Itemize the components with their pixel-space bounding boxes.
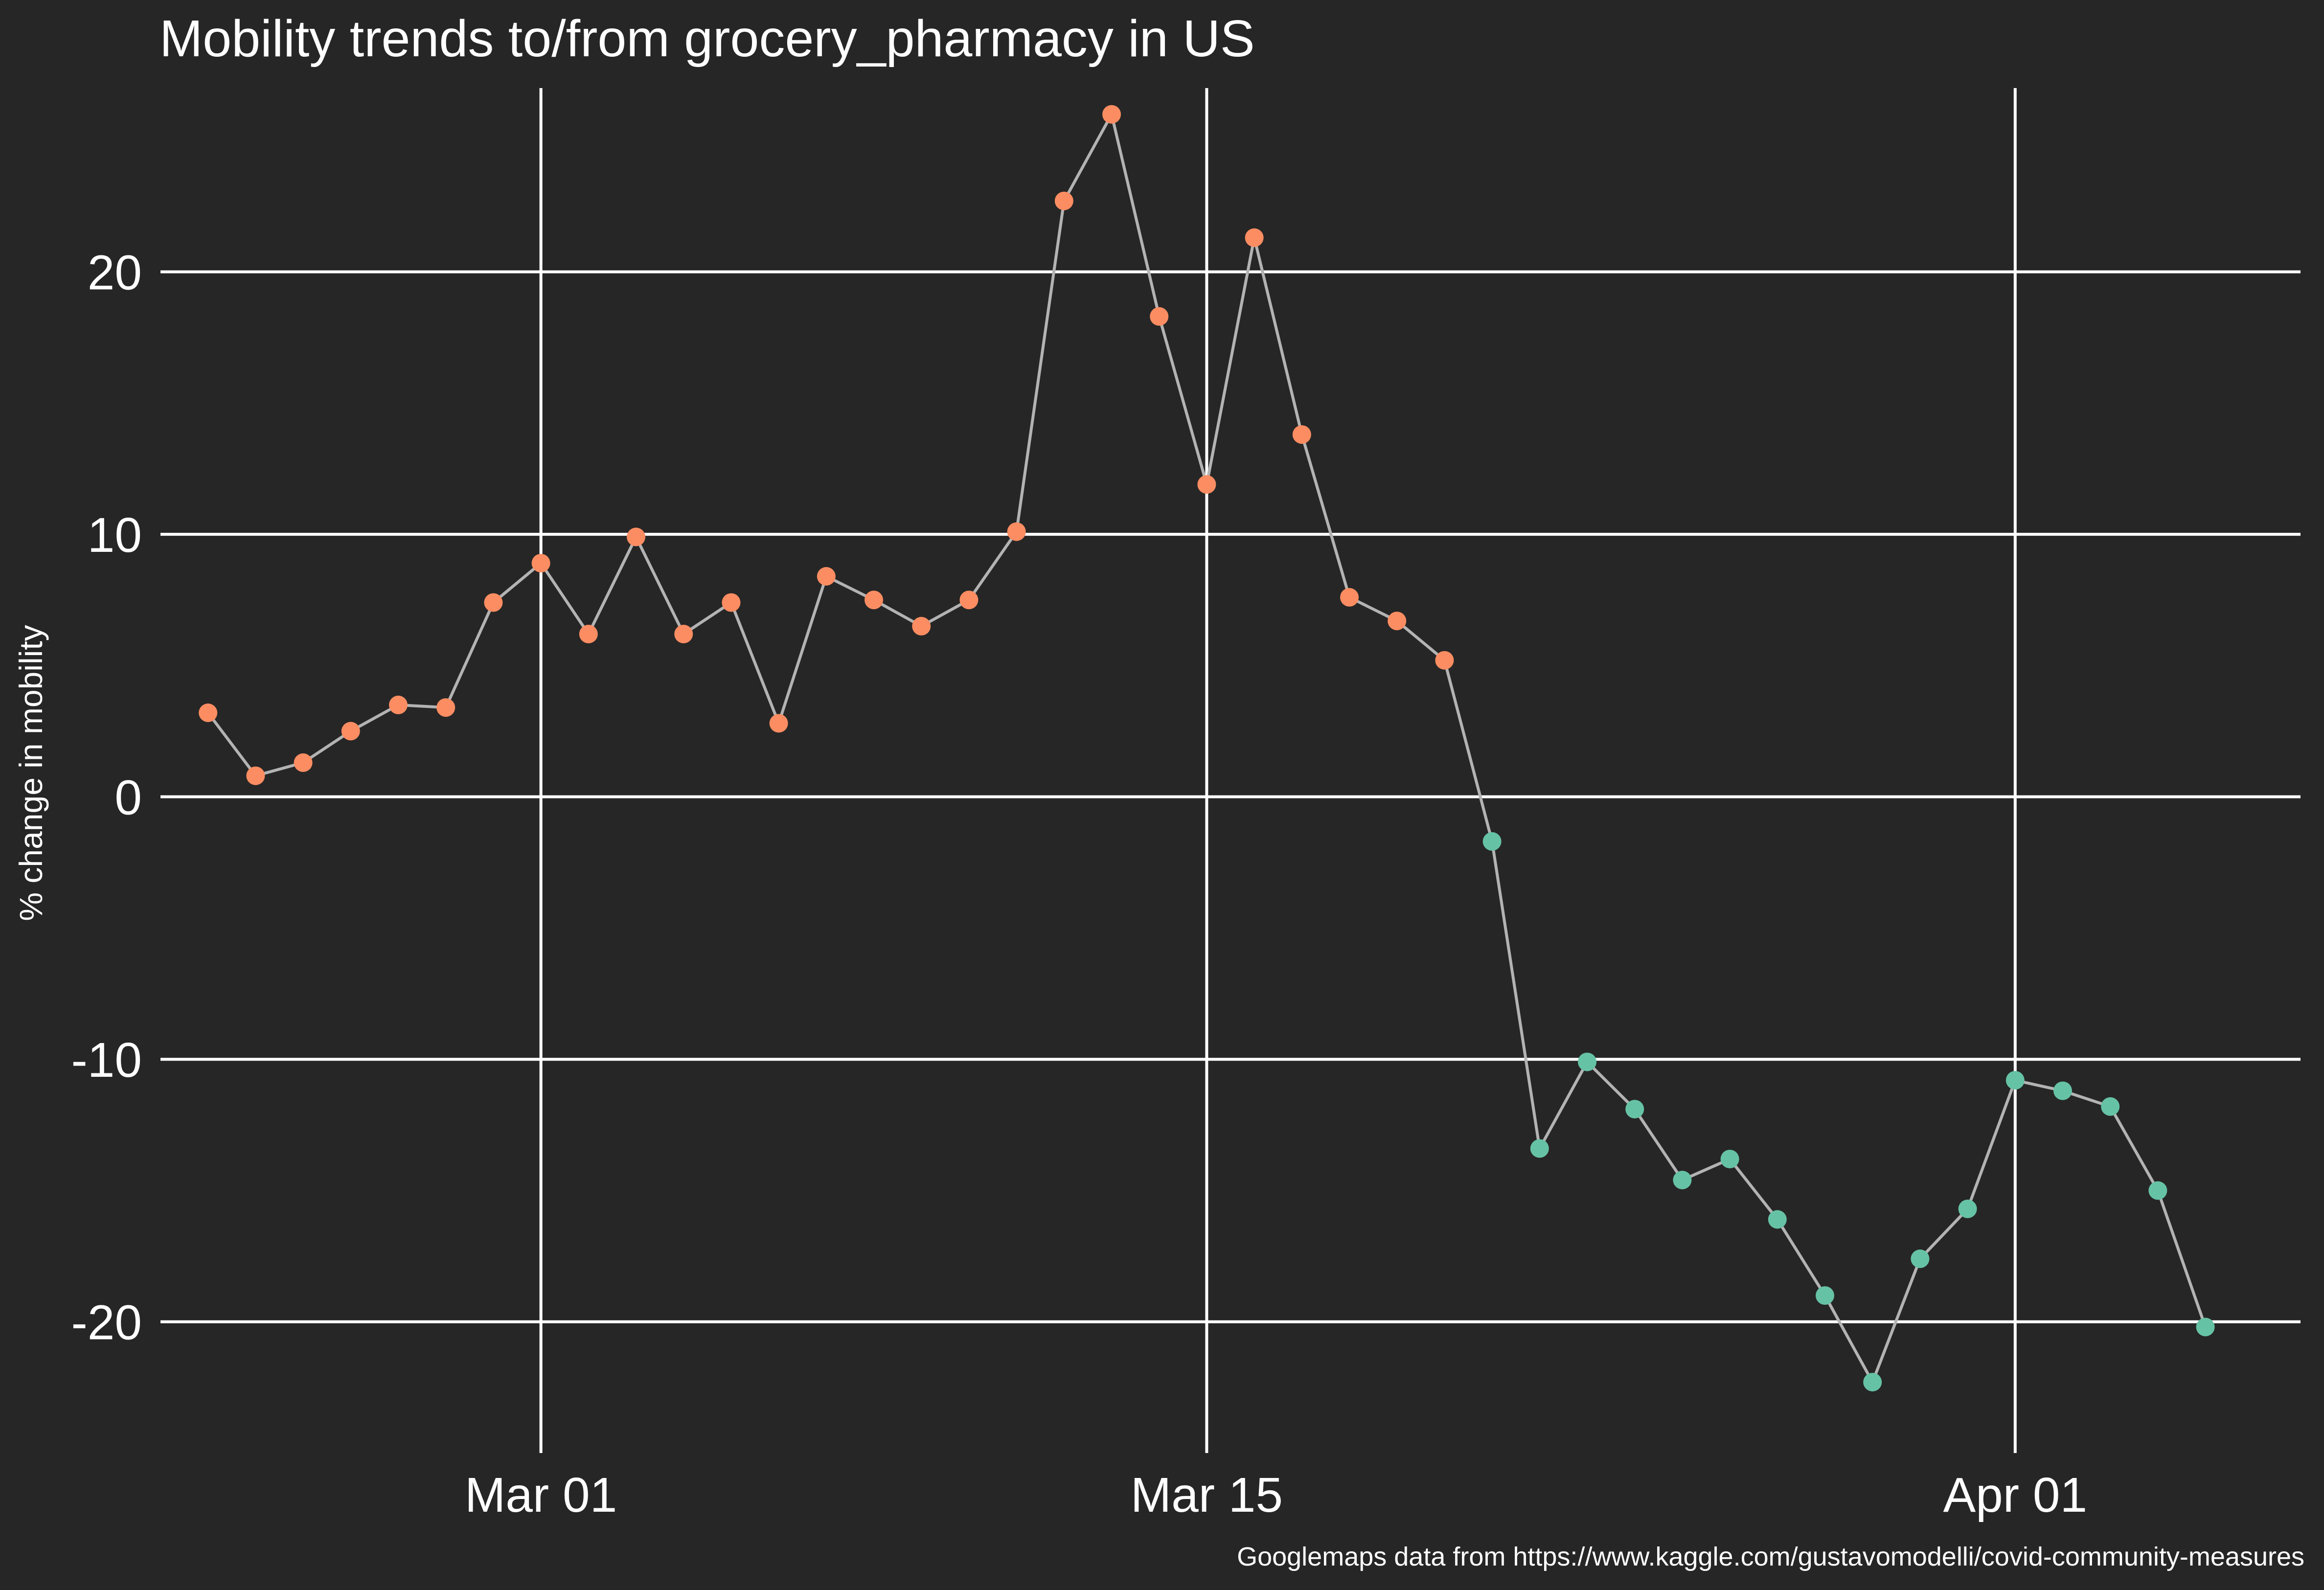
x-tick-label: Mar 15 (1131, 1468, 1283, 1522)
data-point (1340, 588, 1359, 607)
data-point (1530, 1139, 1549, 1158)
data-point (2196, 1317, 2215, 1337)
x-axis-tick-labels: Mar 01 Mar 15 Apr 01 (465, 1468, 2087, 1522)
data-point (389, 695, 408, 714)
data-point (1150, 307, 1169, 326)
data-point (865, 591, 883, 610)
data-point (199, 704, 218, 722)
data-point (674, 625, 693, 643)
caption: Googlemaps data from https://www.kaggle.… (1237, 1542, 2304, 1571)
data-point (1768, 1210, 1787, 1229)
data-point (1816, 1286, 1834, 1305)
data-points (199, 105, 2215, 1392)
data-point (1911, 1249, 1930, 1268)
y-tick-label: 10 (88, 508, 142, 563)
data-point (1482, 832, 1502, 851)
y-tick-label: -20 (71, 1295, 142, 1350)
y-tick-label: -10 (71, 1033, 142, 1088)
y-axis-tick-labels: 20 10 0 -10 -20 (71, 246, 142, 1350)
data-point (1102, 105, 1121, 124)
data-point (294, 753, 313, 772)
data-point (1673, 1171, 1692, 1189)
data-point (1245, 228, 1264, 247)
data-point (246, 766, 265, 785)
data-point (1388, 612, 1407, 631)
data-point (1292, 425, 1311, 444)
data-point (1435, 651, 1454, 670)
data-point (531, 554, 550, 573)
data-point (579, 625, 598, 643)
y-axis-label: % change in mobility (13, 625, 49, 921)
data-point (1625, 1100, 1644, 1119)
data-point (484, 593, 503, 612)
data-point (1720, 1150, 1739, 1169)
y-tick-label: 0 (114, 771, 142, 825)
data-point (1007, 522, 1026, 541)
data-point (959, 591, 979, 610)
data-point (436, 698, 456, 717)
data-point (1197, 475, 1216, 494)
data-point (2148, 1181, 2167, 1200)
data-point (912, 616, 931, 636)
data-point (1863, 1373, 1882, 1392)
data-point (1578, 1052, 1596, 1071)
data-point (1054, 191, 1073, 210)
data-point (341, 722, 360, 741)
data-point (2053, 1081, 2072, 1100)
chart-title: Mobility trends to/from grocery_pharmacy… (159, 10, 1255, 68)
data-point (722, 593, 741, 612)
grid-lines (160, 88, 2301, 1453)
data-point (769, 714, 788, 733)
y-tick-label: 20 (88, 246, 142, 300)
data-point (2101, 1097, 2120, 1116)
data-point (627, 527, 645, 546)
data-point (1958, 1200, 1977, 1218)
x-tick-label: Mar 01 (465, 1468, 617, 1522)
data-point (2005, 1071, 2025, 1090)
data-point (817, 567, 836, 586)
x-tick-label: Apr 01 (1943, 1468, 2087, 1522)
